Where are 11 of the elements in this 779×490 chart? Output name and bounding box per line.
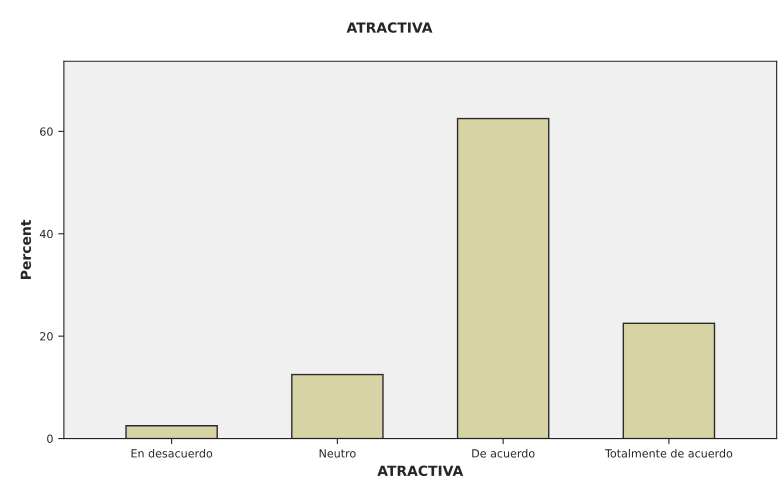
y-tick-label: 0: [47, 434, 53, 443]
x-tick-label: Neutro: [320, 449, 356, 458]
y-axis-title: Percent: [20, 220, 32, 279]
x-tick-label: En desacuerdo: [132, 448, 212, 458]
x-tick-label: De acuerdo: [472, 448, 535, 458]
chart-title: ATRACTIVA: [346, 22, 432, 33]
y-tick-label: 40: [40, 230, 53, 238]
x-tick-label: Totalmente de acuerdo: [604, 448, 732, 458]
y-tick-label: 60: [40, 127, 53, 136]
x-axis-title: ATRACTIVA: [377, 466, 464, 476]
y-tick-label: 20: [40, 332, 53, 341]
